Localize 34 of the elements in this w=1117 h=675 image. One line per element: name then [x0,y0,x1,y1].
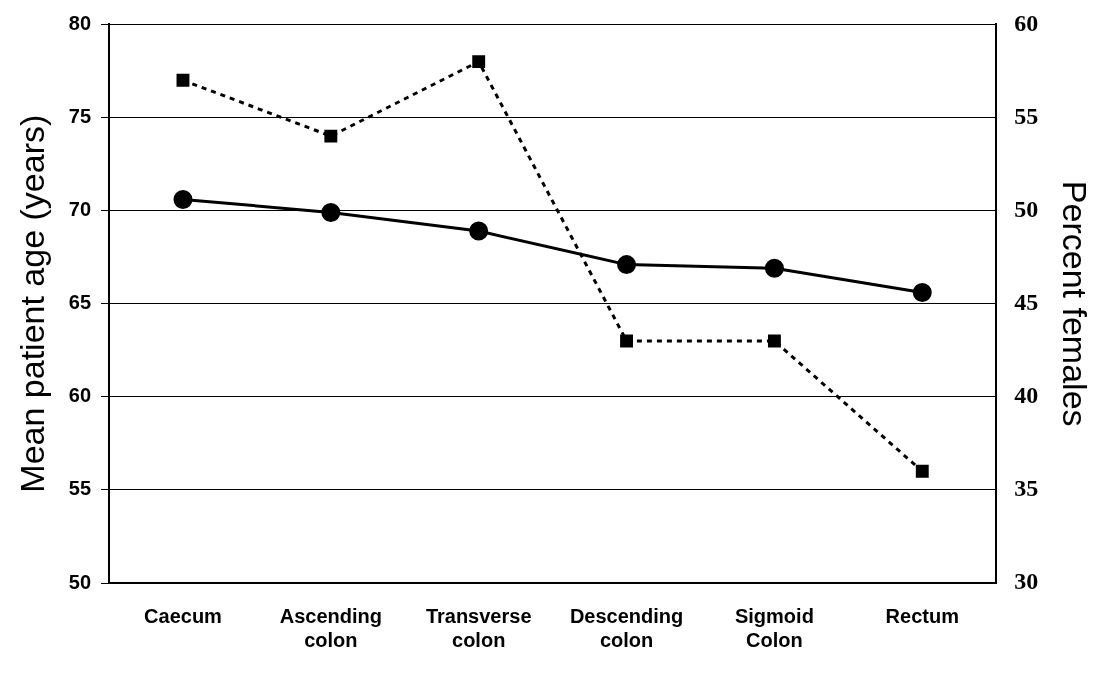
x-tick-label: Caecum [144,604,222,627]
point [764,258,784,278]
point [176,73,190,87]
y-tick-label: 65 [68,291,92,314]
y2-tick-label: 40 [1014,382,1039,408]
x-tick-label: Descending colon [569,604,684,651]
y-tick-label: 70 [68,198,92,221]
y2-tick-label: 60 [1014,9,1039,36]
y2-tick-label: 35 [1014,475,1039,502]
y-tick-label: 60 [68,384,92,407]
y-tick-label: 55 [68,477,92,500]
point [324,129,338,143]
y-tick-label: 80 [68,11,92,34]
y2-tick-label: 55 [1014,102,1039,129]
y2-tick-label: 45 [1014,288,1039,315]
point [912,283,932,303]
x-tick-label: Sigmoid Colon [734,604,814,651]
x-tick-label: Ascending colon [279,604,382,651]
point [620,334,633,348]
point [472,55,486,69]
y-axis-title: Mean patient age (years) [12,114,51,493]
point [469,221,489,241]
point [617,255,637,275]
point [321,202,341,222]
point [915,464,929,478]
y2-axis-title: Percent females [1056,180,1095,427]
x-tick-label: Rectum [885,604,959,627]
point [173,189,193,209]
y2-tick-label: 50 [1014,195,1039,222]
y2-tick-label: 30 [1014,568,1039,595]
x-tick-label: Transverse colon [425,604,532,651]
y-tick-label: 50 [68,570,92,593]
y-tick-label: 75 [68,105,92,128]
point [767,334,781,348]
